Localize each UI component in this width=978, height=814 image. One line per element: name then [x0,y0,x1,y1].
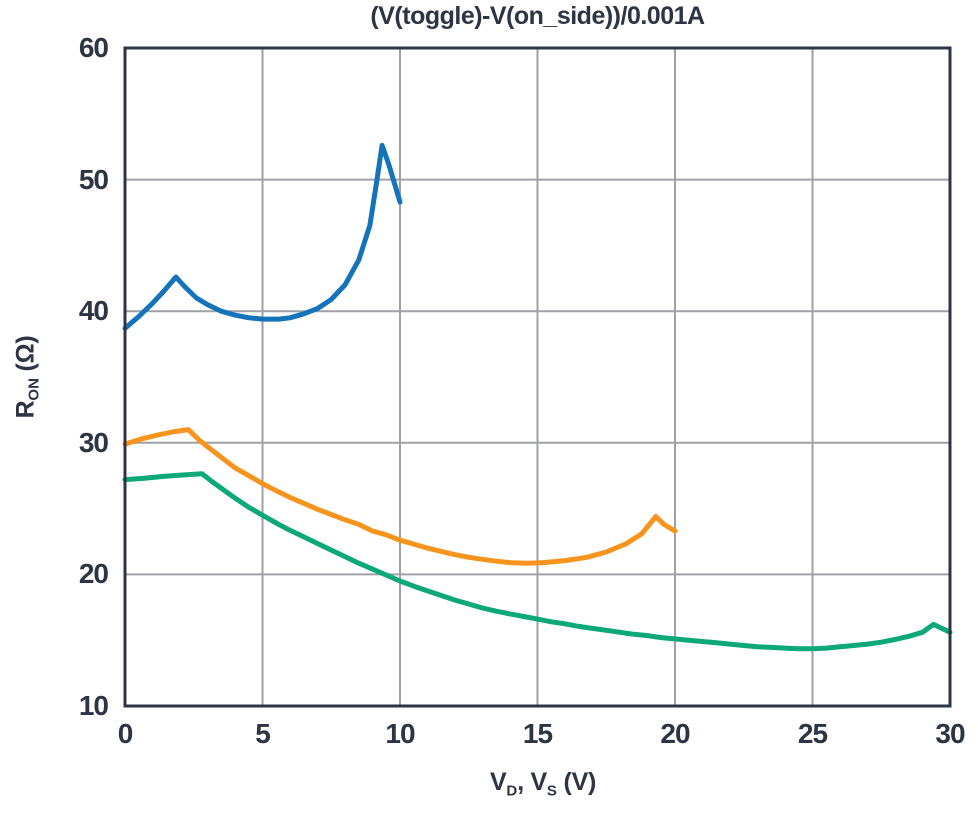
axis-label-subscript: D [506,782,518,800]
x-tick-label: 25 [797,718,828,749]
x-tick-label: 5 [255,718,271,749]
y-tick-label: 50 [78,163,109,195]
y-tick-label: 40 [78,295,109,327]
x-tick-label: 10 [385,718,415,749]
x-tick-label: 30 [935,718,965,749]
axis-label-text: V [490,768,507,796]
y-tick-label: 30 [78,426,109,458]
x-axis-label: VD, VS (V) [490,768,596,799]
x-tick-label: 0 [117,718,134,749]
plot-border [123,46,952,708]
x-tick-label: 20 [660,718,690,749]
green-curve [122,471,953,652]
axis-label-text: , V [517,768,547,796]
y-tick-label: 60 [78,32,109,63]
y-tick-label: 20 [78,558,109,590]
axis-label-text: (V) [556,768,597,796]
chart-title: (V(toggle)-V(on_side))/0.001A [370,2,705,30]
y-tick-label: 10 [78,690,109,721]
orange-curve [122,427,678,566]
x-tick-label: 15 [522,718,553,749]
blue-curve [122,142,403,331]
axis-label-subscript: S [546,782,557,800]
